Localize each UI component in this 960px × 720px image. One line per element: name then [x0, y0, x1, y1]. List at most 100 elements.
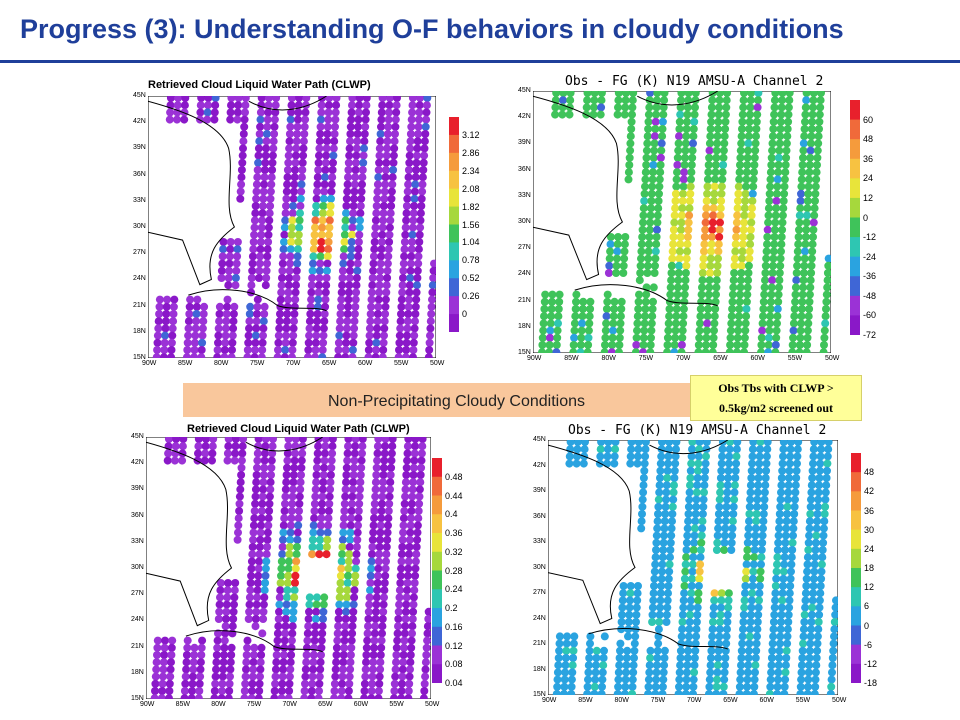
lat-tick-label: 21N [131, 642, 144, 650]
lat-tick-label: 33N [131, 537, 144, 545]
lat-tick-label: 27N [533, 589, 546, 596]
lon-tick-label: 90W [527, 355, 542, 362]
lat-tick-label: 39N [131, 485, 144, 493]
colorbar-label: 2.34 [462, 165, 480, 176]
colorbar-swatch [850, 237, 860, 258]
colorbar-label: 0.24 [445, 584, 463, 595]
lat-tick-label: 33N [533, 538, 546, 545]
lat-tick-label: 15N [518, 349, 531, 356]
lon-tick-label: 70W [286, 360, 301, 367]
lon-tick-label: 55W [389, 701, 404, 708]
colorbar-swatch [432, 589, 442, 609]
colorbar-label: 0.2 [445, 603, 458, 613]
colorbar-swatch [432, 514, 442, 534]
note-line-2: 0.5kg/m2 screened out [718, 401, 834, 415]
colorbar-label: 12 [863, 192, 874, 203]
lon-tick-label: 60W [750, 355, 765, 362]
colorbar-swatch [851, 453, 861, 473]
banner-bar [183, 383, 690, 417]
colorbar-swatch [850, 315, 860, 335]
lon-tick-label: 90W [140, 701, 155, 708]
colorbar-swatch [449, 134, 459, 154]
colorbar-label: 2.86 [462, 147, 480, 158]
lat-tick-label: 21N [533, 640, 546, 647]
colorbar-swatches [851, 453, 861, 683]
colorbar-swatch [850, 256, 860, 277]
colorbar-label: -48 [863, 290, 877, 301]
colorbar-swatch [432, 608, 442, 628]
lon-tick-label: 80W [614, 697, 629, 704]
colorbar-swatch [449, 170, 459, 190]
colorbar-swatch [449, 206, 459, 225]
lon-tick-label: 70W [676, 355, 691, 362]
lat-tick-label: 42N [533, 461, 546, 469]
lat-tick-label: 24N [133, 275, 146, 283]
lon-tick-label: 65W [322, 360, 337, 367]
colorbar-label: 1.04 [462, 237, 480, 248]
colorbar-label: 0.12 [445, 640, 463, 651]
colorbar-swatch [432, 458, 442, 478]
lon-tick-label: 75W [246, 701, 262, 708]
colorbar-label: 0.08 [445, 659, 463, 670]
lat-tick-label: 36N [131, 511, 144, 519]
colorbar-label: 6 [864, 601, 870, 612]
colorbar-swatch [449, 260, 459, 279]
colorbar-swatch [432, 476, 442, 496]
colorbar-label: -72 [863, 330, 877, 340]
lon-tick-label: 90W [142, 360, 157, 367]
colorbar-swatch [850, 276, 860, 297]
colorbar-label: 48 [864, 467, 875, 478]
colorbar-swatch [851, 625, 861, 646]
lat-tick-label: 36N [133, 170, 146, 178]
lat-tick-label: 27N [518, 244, 531, 252]
lon-tick-label: 75W [650, 697, 666, 704]
lon-tick-label: 60W [358, 360, 373, 367]
lon-tick-label: 50W [430, 360, 445, 367]
panel-2-title: Obs - FG (K) N19 AMSU-A Channel 2 [565, 74, 824, 89]
colorbar-label: -18 [864, 678, 878, 688]
colorbar-label: 0.48 [445, 471, 463, 482]
colorbar-label: 18 [864, 563, 875, 573]
colorbar-swatch [449, 278, 459, 297]
colorbar-label: 24 [864, 543, 875, 554]
lat-tick-label: 45N [133, 92, 146, 99]
colorbar-label: 0.26 [462, 291, 480, 302]
colorbar-swatch [432, 626, 442, 646]
lat-tick-label: 27N [131, 590, 144, 598]
lon-tick-label: 50W [832, 697, 847, 704]
colorbar-swatches [850, 100, 860, 335]
lon-tick-label: 85W [564, 355, 579, 362]
lat-tick-label: 18N [131, 668, 144, 676]
colorbar-swatch [432, 570, 442, 590]
lat-tick-label: 15N [133, 354, 146, 361]
colorbar-swatch [851, 568, 861, 588]
colorbar-swatch [449, 152, 459, 172]
lon-tick-label: 50W [425, 701, 440, 708]
colorbar-label: 1.56 [462, 219, 480, 230]
colorbar-label: 12 [864, 582, 875, 593]
colorbar-swatch [850, 295, 860, 316]
lat-tick-label: 36N [518, 165, 531, 173]
lat-tick-label: 27N [133, 249, 146, 257]
lat-tick-label: 15N [131, 695, 144, 702]
lat-tick-label: 39N [518, 139, 531, 147]
lon-tick-label: 75W [250, 360, 265, 367]
lon-tick-label: 65W [713, 355, 728, 362]
colorbar-label: 1.82 [462, 201, 480, 212]
colorbar-swatch [449, 224, 459, 243]
lon-tick-label: 75W [638, 355, 654, 362]
colorbar-swatch [851, 587, 861, 607]
lat-tick-label: 30N [131, 564, 144, 571]
colorbar-label: -36 [863, 271, 877, 282]
colorbar-label: 0 [864, 620, 870, 631]
colorbar-label: 30 [864, 524, 875, 535]
title-rule [0, 60, 960, 63]
colorbar-label: -24 [863, 251, 877, 262]
lon-tick-label: 70W [282, 701, 297, 708]
lat-tick-label: 30N [133, 223, 146, 230]
lat-tick-label: 36N [533, 512, 546, 520]
colorbar-swatch [851, 472, 861, 492]
colorbar-label: 42 [864, 486, 875, 497]
colorbar-label: 0.36 [445, 528, 463, 538]
colorbar-swatches [449, 117, 459, 332]
